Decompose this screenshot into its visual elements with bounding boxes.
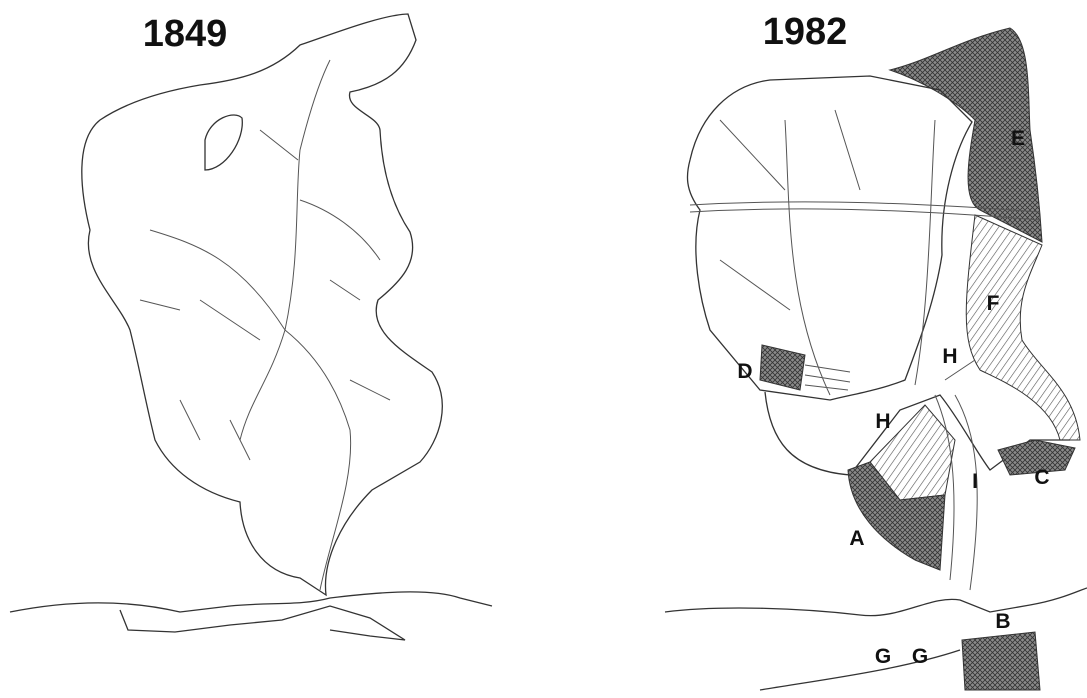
area-label: H <box>942 345 957 368</box>
area-b <box>961 631 1041 691</box>
area-e <box>888 27 1043 243</box>
area-label: G <box>912 645 928 668</box>
area-d <box>759 344 806 391</box>
marsh-outline <box>686 75 973 401</box>
area-f <box>965 214 1081 441</box>
area-label: G <box>875 645 891 668</box>
area-a <box>847 461 946 571</box>
coastline <box>9 591 493 641</box>
creeks <box>689 109 1041 591</box>
area-label: H <box>875 410 890 433</box>
area-label: I <box>972 470 978 493</box>
map-1849: 1849 <box>9 13 493 641</box>
area-label: D <box>737 360 752 383</box>
creeks <box>139 59 391 591</box>
area-label: C <box>1034 466 1049 489</box>
area-label: E <box>1011 127 1025 150</box>
area-label: F <box>987 292 1000 315</box>
area-label: A <box>849 527 864 550</box>
coastline <box>664 587 1087 691</box>
lower-marsh <box>764 391 1070 476</box>
area-c <box>997 439 1076 476</box>
map-1982: 1982 E F H D H I C A B G G <box>664 11 1087 691</box>
panel-title: 1849 <box>143 13 228 55</box>
panel-title: 1982 <box>763 11 848 53</box>
marsh-outline <box>81 13 443 597</box>
marsh-island <box>204 114 243 171</box>
area-label: B <box>995 610 1010 633</box>
